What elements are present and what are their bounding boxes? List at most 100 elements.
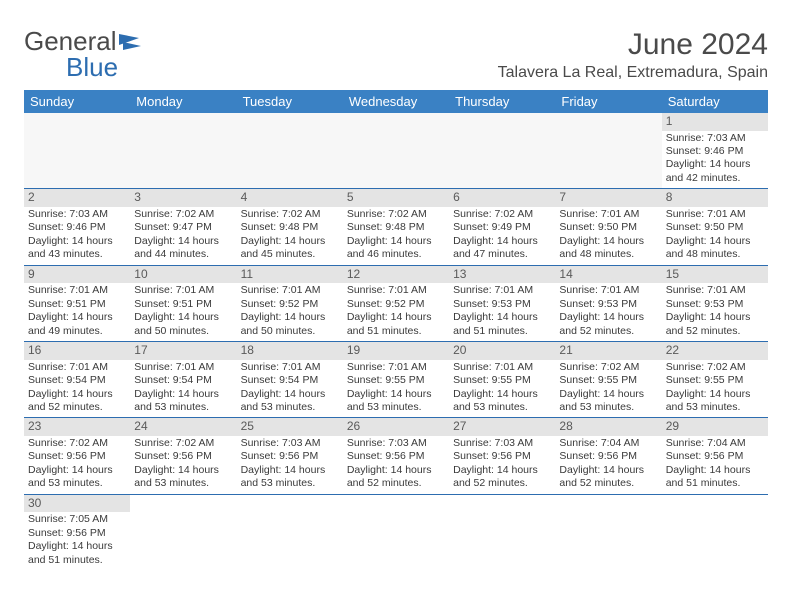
calendar-cell: 7Sunrise: 7:01 AMSunset: 9:50 PMDaylight… [555,189,661,265]
calendar-cell-empty [24,113,130,189]
calendar-cell: 24Sunrise: 7:02 AMSunset: 9:56 PMDayligh… [130,418,236,494]
calendar-cell: 14Sunrise: 7:01 AMSunset: 9:53 PMDayligh… [555,265,661,341]
calendar-cell: 17Sunrise: 7:01 AMSunset: 9:54 PMDayligh… [130,342,236,418]
day-details: Sunrise: 7:02 AMSunset: 9:49 PMDaylight:… [449,207,555,265]
calendar-cell: 5Sunrise: 7:02 AMSunset: 9:48 PMDaylight… [343,189,449,265]
day-details: Sunrise: 7:02 AMSunset: 9:55 PMDaylight:… [555,360,661,418]
day-number: 5 [343,189,449,207]
day-number: 17 [130,342,236,360]
calendar-cell: 4Sunrise: 7:02 AMSunset: 9:48 PMDaylight… [237,189,343,265]
day-details: Sunrise: 7:01 AMSunset: 9:53 PMDaylight:… [555,283,661,341]
calendar-cell: 16Sunrise: 7:01 AMSunset: 9:54 PMDayligh… [24,342,130,418]
day-details: Sunrise: 7:02 AMSunset: 9:56 PMDaylight:… [130,436,236,494]
day-number: 13 [449,266,555,284]
calendar-cell-empty [343,494,449,570]
calendar-cell: 2Sunrise: 7:03 AMSunset: 9:46 PMDaylight… [24,189,130,265]
calendar-cell: 30Sunrise: 7:05 AMSunset: 9:56 PMDayligh… [24,494,130,570]
day-number: 28 [555,418,661,436]
calendar-row: 23Sunrise: 7:02 AMSunset: 9:56 PMDayligh… [24,418,768,494]
calendar-cell: 8Sunrise: 7:01 AMSunset: 9:50 PMDaylight… [662,189,768,265]
day-details: Sunrise: 7:03 AMSunset: 9:46 PMDaylight:… [662,131,768,189]
calendar-cell: 12Sunrise: 7:01 AMSunset: 9:52 PMDayligh… [343,265,449,341]
calendar-cell-empty [237,494,343,570]
calendar-cell: 21Sunrise: 7:02 AMSunset: 9:55 PMDayligh… [555,342,661,418]
day-number: 4 [237,189,343,207]
day-number: 14 [555,266,661,284]
day-details: Sunrise: 7:02 AMSunset: 9:56 PMDaylight:… [24,436,130,494]
calendar-cell-empty [130,113,236,189]
calendar-cell: 27Sunrise: 7:03 AMSunset: 9:56 PMDayligh… [449,418,555,494]
calendar-cell: 3Sunrise: 7:02 AMSunset: 9:47 PMDaylight… [130,189,236,265]
title-block: June 2024 Talavera La Real, Extremadura,… [498,28,768,82]
day-number: 20 [449,342,555,360]
day-number: 3 [130,189,236,207]
day-details: Sunrise: 7:01 AMSunset: 9:51 PMDaylight:… [130,283,236,341]
day-details: Sunrise: 7:01 AMSunset: 9:50 PMDaylight:… [662,207,768,265]
day-number: 26 [343,418,449,436]
day-number: 27 [449,418,555,436]
day-details: Sunrise: 7:04 AMSunset: 9:56 PMDaylight:… [555,436,661,494]
day-details: Sunrise: 7:01 AMSunset: 9:53 PMDaylight:… [662,283,768,341]
day-number: 19 [343,342,449,360]
calendar-row: 9Sunrise: 7:01 AMSunset: 9:51 PMDaylight… [24,265,768,341]
day-details: Sunrise: 7:02 AMSunset: 9:47 PMDaylight:… [130,207,236,265]
day-number: 7 [555,189,661,207]
calendar-cell: 20Sunrise: 7:01 AMSunset: 9:55 PMDayligh… [449,342,555,418]
day-number: 6 [449,189,555,207]
month-title: June 2024 [498,28,768,62]
calendar-row: 30Sunrise: 7:05 AMSunset: 9:56 PMDayligh… [24,494,768,570]
calendar-cell: 19Sunrise: 7:01 AMSunset: 9:55 PMDayligh… [343,342,449,418]
day-details: Sunrise: 7:03 AMSunset: 9:56 PMDaylight:… [343,436,449,494]
day-number: 30 [24,495,130,513]
day-header: Sunday [24,90,130,113]
day-details: Sunrise: 7:01 AMSunset: 9:52 PMDaylight:… [343,283,449,341]
calendar-cell-empty [343,113,449,189]
day-number: 9 [24,266,130,284]
calendar-cell: 1Sunrise: 7:03 AMSunset: 9:46 PMDaylight… [662,113,768,189]
calendar-cell-empty [130,494,236,570]
calendar-row: 1Sunrise: 7:03 AMSunset: 9:46 PMDaylight… [24,113,768,189]
logo: General Blue [24,28,143,80]
calendar-cell: 25Sunrise: 7:03 AMSunset: 9:56 PMDayligh… [237,418,343,494]
day-details: Sunrise: 7:01 AMSunset: 9:55 PMDaylight:… [343,360,449,418]
day-number: 25 [237,418,343,436]
day-header: Saturday [662,90,768,113]
logo-text: General Blue [24,28,143,80]
day-details: Sunrise: 7:01 AMSunset: 9:51 PMDaylight:… [24,283,130,341]
day-header: Monday [130,90,236,113]
calendar-cell-empty [237,113,343,189]
header: General Blue June 2024 Talavera La Real,… [24,28,768,82]
day-details: Sunrise: 7:01 AMSunset: 9:52 PMDaylight:… [237,283,343,341]
calendar-cell: 18Sunrise: 7:01 AMSunset: 9:54 PMDayligh… [237,342,343,418]
calendar-cell-empty [449,113,555,189]
calendar-cell-empty [555,494,661,570]
day-header: Tuesday [237,90,343,113]
calendar-row: 16Sunrise: 7:01 AMSunset: 9:54 PMDayligh… [24,342,768,418]
day-number: 12 [343,266,449,284]
day-details: Sunrise: 7:02 AMSunset: 9:48 PMDaylight:… [343,207,449,265]
day-details: Sunrise: 7:01 AMSunset: 9:54 PMDaylight:… [130,360,236,418]
calendar-cell: 26Sunrise: 7:03 AMSunset: 9:56 PMDayligh… [343,418,449,494]
day-number: 29 [662,418,768,436]
calendar-cell: 11Sunrise: 7:01 AMSunset: 9:52 PMDayligh… [237,265,343,341]
calendar-cell: 6Sunrise: 7:02 AMSunset: 9:49 PMDaylight… [449,189,555,265]
day-details: Sunrise: 7:05 AMSunset: 9:56 PMDaylight:… [24,512,130,570]
day-header: Friday [555,90,661,113]
calendar-cell: 23Sunrise: 7:02 AMSunset: 9:56 PMDayligh… [24,418,130,494]
calendar-body: 1Sunrise: 7:03 AMSunset: 9:46 PMDaylight… [24,113,768,570]
logo-flag-icon [119,28,143,54]
calendar-cell-empty [662,494,768,570]
day-details: Sunrise: 7:02 AMSunset: 9:55 PMDaylight:… [662,360,768,418]
logo-text-blue: Blue [66,52,118,82]
calendar-head: SundayMondayTuesdayWednesdayThursdayFrid… [24,90,768,113]
day-number: 11 [237,266,343,284]
location: Talavera La Real, Extremadura, Spain [498,64,768,82]
day-details: Sunrise: 7:04 AMSunset: 9:56 PMDaylight:… [662,436,768,494]
day-details: Sunrise: 7:01 AMSunset: 9:54 PMDaylight:… [24,360,130,418]
calendar-cell: 29Sunrise: 7:04 AMSunset: 9:56 PMDayligh… [662,418,768,494]
day-details: Sunrise: 7:01 AMSunset: 9:50 PMDaylight:… [555,207,661,265]
day-number: 15 [662,266,768,284]
calendar-table: SundayMondayTuesdayWednesdayThursdayFrid… [24,90,768,570]
day-header: Thursday [449,90,555,113]
calendar-cell: 28Sunrise: 7:04 AMSunset: 9:56 PMDayligh… [555,418,661,494]
